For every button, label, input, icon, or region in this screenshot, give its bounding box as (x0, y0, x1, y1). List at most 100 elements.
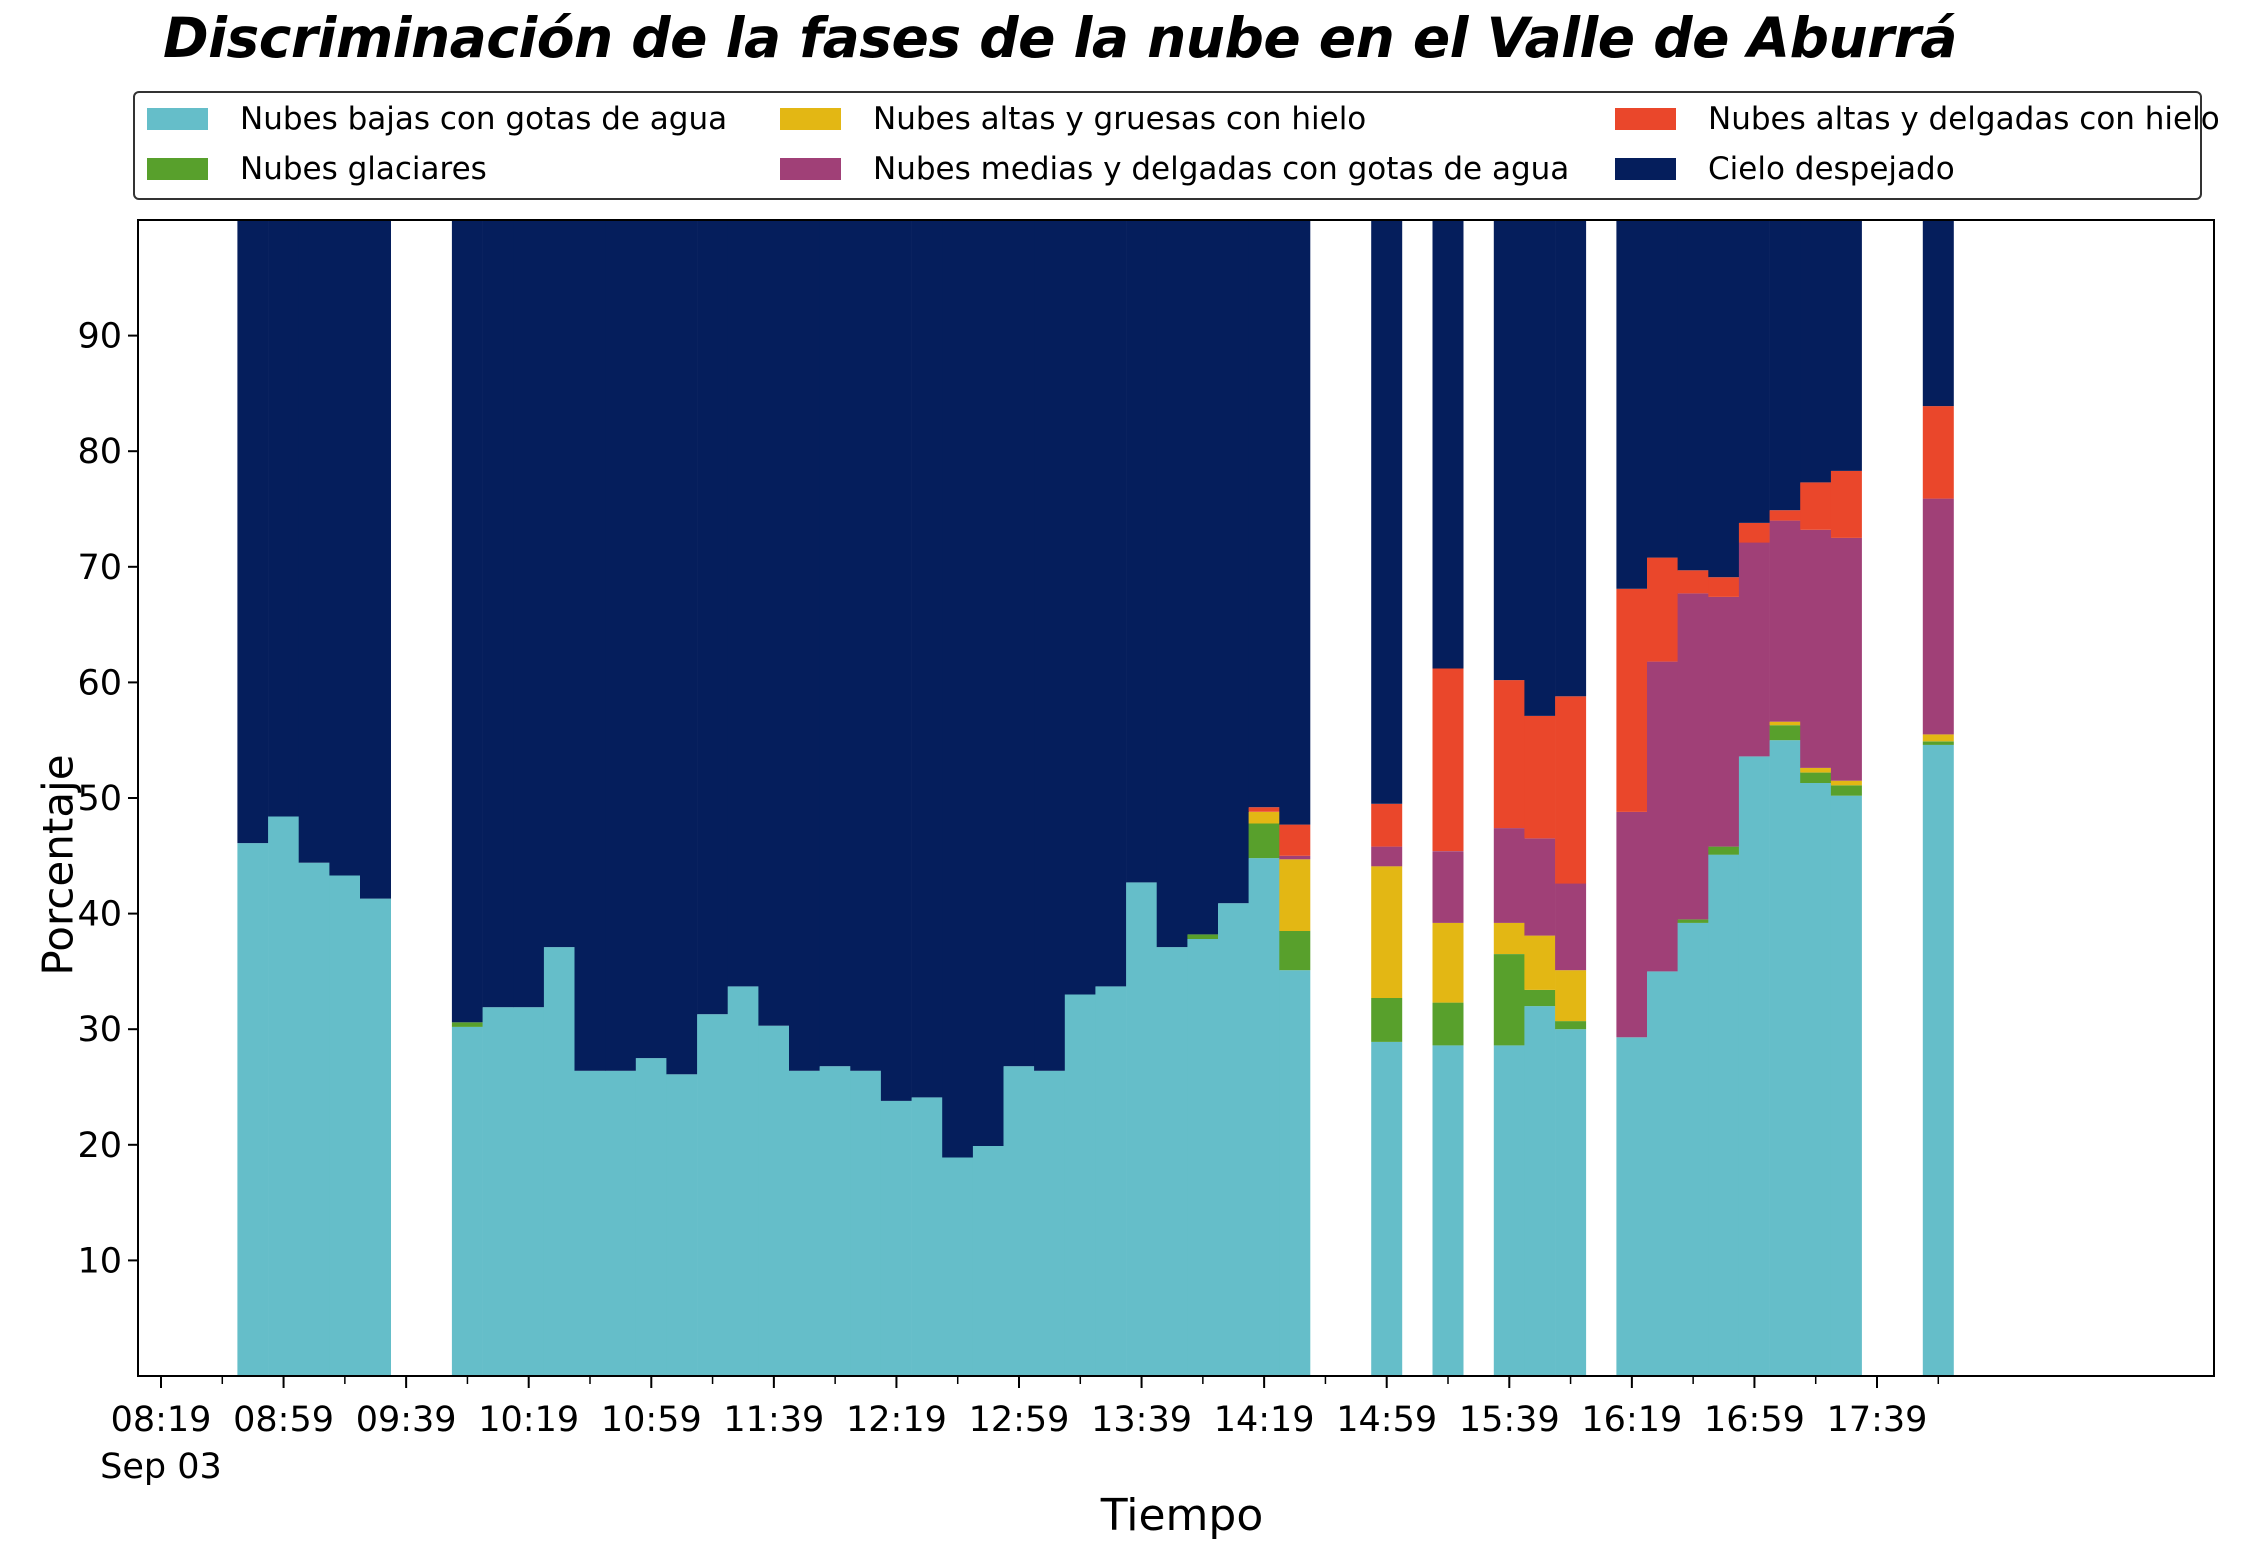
bar-segment (1371, 220, 1403, 804)
bar-segment (1524, 935, 1556, 990)
bar-segment (1248, 823, 1280, 859)
legend-label: Cielo despejado (1708, 151, 1955, 187)
bar-segment (1493, 828, 1525, 923)
bar-segment (1555, 220, 1587, 697)
bar-segment (1647, 557, 1678, 662)
bar-segment (605, 220, 637, 1071)
bar-segment (1493, 220, 1525, 681)
bar-segment (1616, 588, 1648, 812)
bar-segment (1279, 970, 1311, 1376)
bar-segment (1616, 1037, 1648, 1376)
bar-segment (1432, 220, 1464, 669)
bar-segment (605, 1070, 637, 1376)
bar-segment (697, 220, 729, 1015)
bar-segment (758, 1025, 790, 1376)
legend-item: Nubes altas y gruesas con hielo (780, 99, 1366, 139)
bar-segment (1677, 593, 1709, 920)
bar-segment (1708, 846, 1740, 855)
bar-segment (1524, 715, 1556, 839)
bar-segment (1616, 220, 1648, 589)
bar-segment (1003, 220, 1035, 1067)
bar-segment (789, 220, 820, 1071)
bar-segment (1830, 537, 1862, 781)
bar-segment (1738, 756, 1770, 1376)
bar-segment (972, 220, 1004, 1146)
x-tick-label: 10:19 (478, 1400, 579, 1440)
bar-segment (1677, 220, 1709, 571)
bar-segment (360, 220, 391, 899)
bar-segment (1708, 577, 1740, 597)
bar-segment (1248, 220, 1280, 808)
x-tick-label: 13:39 (1091, 1400, 1192, 1440)
x-tick-label: 14:19 (1214, 1400, 1315, 1440)
bar-segment (1187, 220, 1219, 935)
bar-segment (237, 843, 269, 1376)
bar-segment (1371, 998, 1403, 1042)
bar-segment (1187, 934, 1219, 939)
bar-segment (880, 220, 912, 1101)
bar-segment (850, 220, 882, 1071)
legend-item: Nubes medias y delgadas con gotas de agu… (780, 149, 1569, 189)
bar-segment (1493, 680, 1525, 829)
legend-swatch (780, 158, 841, 180)
x-tick-label: 08:59 (233, 1400, 334, 1440)
bar-segment (1524, 989, 1556, 1007)
bar-segment (1738, 522, 1770, 543)
y-tick-label: 20 (77, 1126, 122, 1166)
bar-segment (1218, 903, 1249, 1376)
bar-segment (1371, 846, 1403, 867)
chart-title: Discriminación de la fases de la nube en… (163, 6, 1958, 70)
bar-segment (360, 898, 391, 1376)
bar-segment (329, 875, 361, 1376)
bar-segment (1248, 811, 1280, 824)
bar-segment (1555, 1021, 1587, 1030)
bar-segment (1371, 866, 1403, 998)
bar-segment (1493, 1045, 1525, 1376)
legend-item: Nubes bajas con gotas de agua (147, 99, 727, 139)
bar-segment (1279, 859, 1311, 931)
legend-swatch (780, 108, 841, 130)
legend-label: Nubes glaciares (240, 151, 487, 187)
bar-segment (1432, 851, 1464, 923)
bar-segment (1738, 220, 1770, 523)
bar-segment (1156, 947, 1188, 1376)
bar-segment (911, 1097, 943, 1376)
bar-segment (1922, 220, 1954, 407)
bar-segment (666, 220, 698, 1075)
bar-segment (1524, 220, 1556, 716)
bar-segment (727, 220, 759, 987)
bar-segment (1769, 721, 1801, 726)
bar-segment (1800, 783, 1832, 1376)
bar-segment (1371, 803, 1403, 847)
bar-segment (1126, 882, 1158, 1376)
bar-segment (1432, 1045, 1464, 1376)
bar-segment (697, 1014, 729, 1376)
x-tick-label: 14:59 (1336, 1400, 1437, 1440)
bar-segment (1769, 510, 1801, 521)
bar-segment (911, 220, 943, 1098)
bar-segment (1003, 1066, 1035, 1376)
bar-segment (1524, 838, 1556, 936)
bar-segment (1432, 922, 1464, 1003)
bar-segment (1769, 220, 1801, 511)
legend-label: Nubes altas y gruesas con hielo (873, 101, 1367, 137)
bar-segment (451, 1026, 483, 1376)
y-tick-label: 50 (77, 779, 122, 819)
legend: Nubes bajas con gotas de agua Nubes glaci… (133, 91, 2220, 200)
bar-segment (635, 1058, 667, 1376)
bar-segment (972, 1146, 1004, 1376)
bar-segment (666, 1074, 698, 1376)
x-tick-label: 17:39 (1827, 1400, 1928, 1440)
x-tick-sublabel: Sep 03 (100, 1447, 222, 1487)
bar-segment (1677, 919, 1709, 923)
bar-segment (1493, 954, 1525, 1046)
bar-segment (1279, 855, 1311, 860)
bar-segment (1156, 220, 1188, 948)
bar-segment (1524, 1006, 1556, 1376)
bar-segment (1769, 725, 1801, 741)
x-tick-label: 12:59 (969, 1400, 1070, 1440)
bar-segment (1279, 220, 1311, 825)
bar-segment (1126, 220, 1158, 883)
bar-segment (298, 862, 330, 1376)
bar-segment (1922, 741, 1954, 745)
